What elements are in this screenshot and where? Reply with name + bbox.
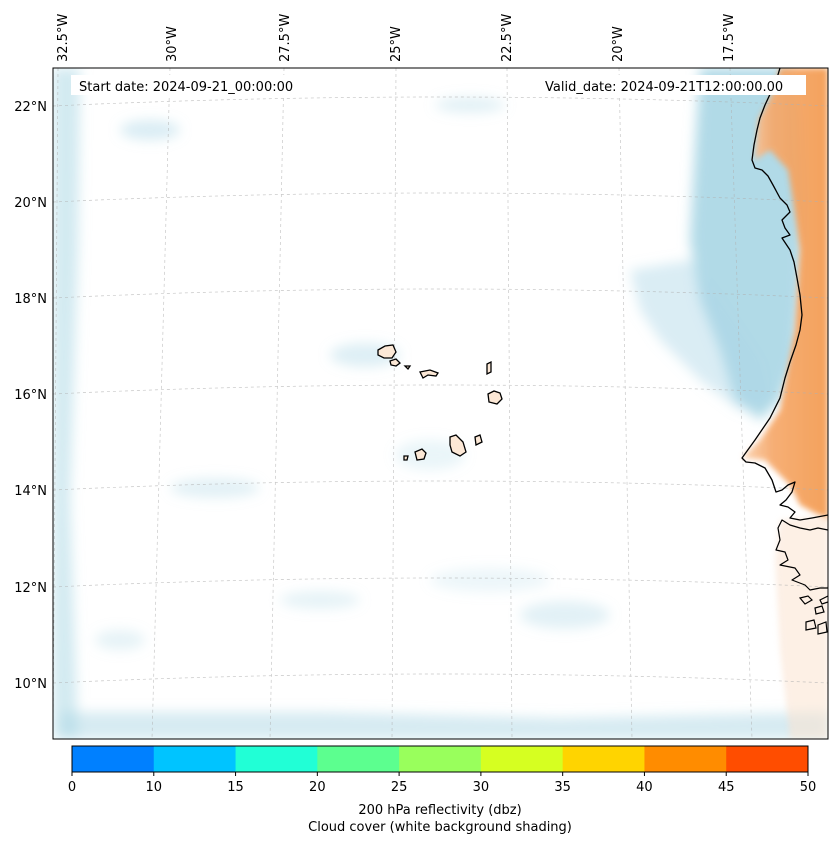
valid-date-label: Valid_date: 2024-09-21T12:00:00.00 xyxy=(545,80,783,95)
guinea-bissau-coastline xyxy=(775,519,828,591)
island-maio xyxy=(474,434,483,446)
cloud-band-west-edge xyxy=(53,68,80,739)
cloud-band-south-edge xyxy=(60,712,828,739)
gridline-lon-32-5 xyxy=(53,68,59,739)
gridline-lat-16 xyxy=(53,384,828,395)
colorbar-tick-label: 30 xyxy=(473,780,490,795)
colorbar-segment xyxy=(317,746,400,772)
colorbar-tick-label: 45 xyxy=(718,780,735,795)
colorbar-segment xyxy=(72,746,155,772)
colorbar: 0 10 15 20 25 30 35 40 45 50 200 hPa reflectivity… xyxy=(68,745,816,835)
lat-label-16: 16°N xyxy=(14,388,47,403)
map-panel xyxy=(53,68,828,739)
lat-label-20: 20°N xyxy=(14,196,47,211)
lon-label-32-5: 32.5°W xyxy=(56,14,71,62)
map-frame xyxy=(52,67,829,740)
lat-label-12: 12°N xyxy=(14,581,47,596)
colorbar-tick-label: 0 xyxy=(68,780,76,795)
cloud-cluster-mid-west xyxy=(170,478,260,498)
gridline-lat-10 xyxy=(53,673,828,684)
valid-date-box xyxy=(538,75,806,95)
island-santiago xyxy=(449,434,467,457)
colorbar-subtitle: Cloud cover (white background shading) xyxy=(308,820,572,835)
lat-labels: 22°N 20°N 18°N 16°N 14°N 12°N 10°N xyxy=(14,100,47,692)
lon-label-30: 30°W xyxy=(165,26,180,62)
cloud-band-west-africa xyxy=(630,260,770,410)
gridline-lat-12 xyxy=(53,577,828,588)
colorbar-tick-label: 50 xyxy=(800,780,817,795)
lon-label-17-5: 17.5°W xyxy=(722,14,737,62)
bissagos-islands xyxy=(798,595,828,635)
gridline-lon-22-5 xyxy=(506,68,513,739)
cloud-shading xyxy=(53,68,828,739)
gridline-lat-14 xyxy=(53,480,828,491)
colorbar-tick-label: 15 xyxy=(227,780,244,795)
cape-verde-islands xyxy=(377,344,503,461)
gridline-lat-20 xyxy=(53,192,828,203)
island-boa-vista xyxy=(487,390,503,405)
colorbar-segment xyxy=(399,746,482,772)
colorbar-title: 200 hPa reflectivity (dbz) xyxy=(358,803,521,818)
gridline-lat-22 xyxy=(53,96,828,107)
lat-label-22: 22°N xyxy=(14,100,47,115)
lat-label-10: 10°N xyxy=(14,677,47,692)
colorbar-tick-label: 10 xyxy=(146,780,163,795)
island-santa-luzia xyxy=(403,365,412,371)
gridline-lat-18 xyxy=(53,288,828,299)
colorbar-segment xyxy=(235,746,318,772)
colorbar-tick-label: 20 xyxy=(309,780,326,795)
island-sal xyxy=(486,360,492,376)
cloud-cluster-south-3 xyxy=(95,630,145,650)
colorbar-ticks: 0 10 15 20 25 30 35 40 45 50 xyxy=(68,772,816,795)
colorbar-segment xyxy=(644,746,727,772)
lat-label-18: 18°N xyxy=(14,292,47,307)
land-shading xyxy=(742,68,828,739)
lon-label-20: 20°W xyxy=(611,26,626,62)
cloud-cluster-islands xyxy=(395,440,465,470)
graticule xyxy=(53,68,828,739)
island-brava xyxy=(403,455,409,461)
lat-label-14: 14°N xyxy=(14,484,47,499)
colorbar-segment xyxy=(726,746,809,772)
island-fogo xyxy=(414,448,427,461)
cloud-cluster-south-1 xyxy=(520,601,610,629)
colorbar-segments xyxy=(72,746,809,772)
cloud-cluster-north xyxy=(120,120,180,140)
colorbar-tick-label: 25 xyxy=(391,780,408,795)
lon-label-25: 25°W xyxy=(389,26,404,62)
land-warm-south xyxy=(775,515,828,739)
colorbar-tick-label: 35 xyxy=(554,780,571,795)
gridline-lon-20 xyxy=(618,68,633,739)
gridline-lon-27-5 xyxy=(269,68,285,739)
colorbar-segment xyxy=(562,746,645,772)
africa-coastline xyxy=(741,68,828,521)
cloud-cluster-north-2 xyxy=(435,97,505,113)
start-date-label: Start date: 2024-09-21_00:00:00 xyxy=(79,80,293,95)
colorbar-tick-label: 40 xyxy=(636,780,653,795)
gridline-lon-25 xyxy=(391,68,397,739)
lon-label-22-5: 22.5°W xyxy=(500,14,515,62)
lon-labels: 32.5°W 30°W 27.5°W 25°W 22.5°W 20°W 17.5… xyxy=(56,14,737,62)
cloud-cluster-east xyxy=(430,568,550,592)
lon-label-27-5: 27.5°W xyxy=(278,14,293,62)
gridline-lon-30 xyxy=(151,68,171,739)
colorbar-frame xyxy=(71,745,809,773)
island-santo-antao xyxy=(377,344,397,359)
island-sao-nicolau xyxy=(419,369,439,379)
colorbar-segment xyxy=(153,746,237,772)
island-sao-vicente xyxy=(389,358,401,367)
land-warm-north xyxy=(742,68,828,520)
cloud-cluster-south-2 xyxy=(280,591,360,609)
gridline-lon-17-5 xyxy=(729,68,753,739)
colorbar-segment xyxy=(480,746,564,772)
start-date-box xyxy=(71,75,311,95)
